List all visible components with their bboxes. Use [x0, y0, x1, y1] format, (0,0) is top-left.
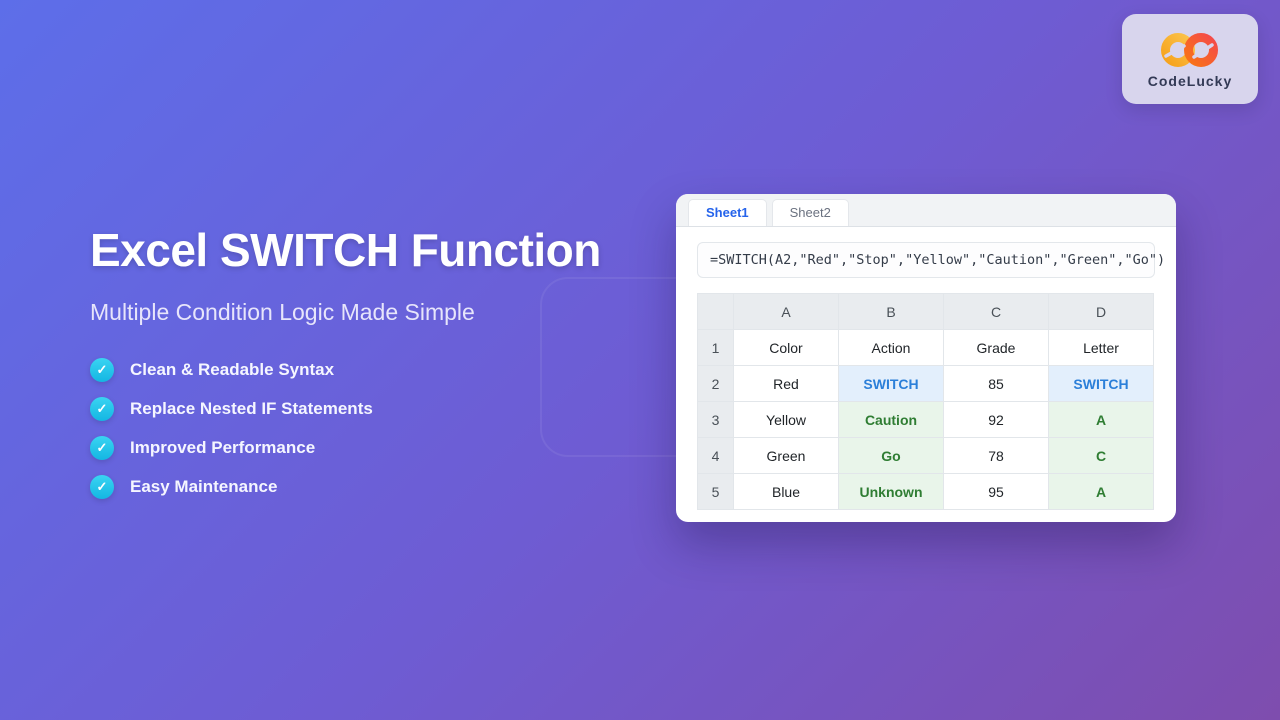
column-header[interactable]: D [1048, 293, 1154, 330]
cell[interactable]: 92 [943, 401, 1049, 438]
column-header[interactable]: C [943, 293, 1049, 330]
cell[interactable]: SWITCH [1048, 365, 1154, 402]
formula-bar-wrap: =SWITCH(A2,"Red","Stop","Yellow","Cautio… [676, 227, 1176, 291]
row-number[interactable]: 2 [697, 365, 734, 402]
feature-label: Easy Maintenance [130, 476, 278, 496]
hero-section: Excel SWITCH Function Multiple Condition… [90, 224, 650, 499]
table-row: 1 Color Action Grade Letter [697, 329, 1154, 366]
cell[interactable]: Unknown [838, 473, 944, 510]
feature-item: ✓ Clean & Readable Syntax [90, 357, 650, 382]
sheet-table-body: 1 Color Action Grade Letter 2 Red SWITCH 85 SWITC… [697, 329, 1154, 510]
check-icon: ✓ [90, 474, 114, 499]
row-number[interactable]: 5 [697, 473, 734, 510]
column-header[interactable]: B [838, 293, 944, 330]
feature-label: Replace Nested IF Statements [130, 398, 373, 418]
cell[interactable]: Green [733, 437, 839, 474]
tab-sheet2[interactable]: Sheet2 [771, 199, 849, 226]
table-row: 4 Green Go 78 C [697, 437, 1154, 474]
cell[interactable]: SWITCH [838, 365, 944, 402]
check-icon: ✓ [90, 357, 114, 382]
feature-item: ✓ Easy Maintenance [90, 474, 650, 499]
feature-list: ✓ Clean & Readable Syntax ✓ Replace Nested … [90, 357, 650, 499]
check-icon: ✓ [90, 435, 114, 460]
row-number[interactable]: 1 [697, 329, 734, 366]
tab-sheet1[interactable]: Sheet1 [688, 199, 767, 226]
check-icon: ✓ [90, 396, 114, 421]
table-row: 2 Red SWITCH 85 SWITCH [697, 365, 1154, 402]
cell[interactable]: Red [733, 365, 839, 402]
row-number[interactable]: 4 [697, 437, 734, 474]
spreadsheet-card: Sheet1 Sheet2 =SWITCH(A2,"Red","Stop","Y… [676, 194, 1176, 522]
codelucky-infinity-icon [1161, 33, 1218, 67]
table-row: 5 Blue Unknown 95 A [697, 473, 1154, 510]
cell[interactable]: 78 [943, 437, 1049, 474]
page-title: Excel SWITCH Function [90, 224, 601, 276]
column-header[interactable]: A [733, 293, 839, 330]
cell[interactable]: Color [733, 329, 839, 366]
cell[interactable]: A [1048, 401, 1154, 438]
cell[interactable]: Letter [1048, 329, 1154, 366]
formula-text: =SWITCH(A2,"Red","Stop","Yellow","Cautio… [710, 252, 1166, 268]
feature-item: ✓ Replace Nested IF Statements [90, 396, 650, 421]
feature-item: ✓ Improved Performance [90, 435, 650, 460]
feature-label: Improved Performance [130, 437, 316, 457]
formula-bar[interactable]: =SWITCH(A2,"Red","Stop","Yellow","Cautio… [697, 242, 1166, 278]
brand-name: CodeLucky [1147, 73, 1233, 89]
table-row: 3 Yellow Caution 92 A [697, 401, 1154, 438]
sheet-tab-bar: Sheet1 Sheet2 [676, 194, 1176, 227]
feature-label: Clean & Readable Syntax [130, 359, 335, 379]
cell[interactable]: 85 [943, 365, 1049, 402]
row-number[interactable]: 3 [697, 401, 734, 438]
cell[interactable]: Go [838, 437, 944, 474]
page-subtitle: Multiple Condition Logic Made Simple [90, 298, 475, 325]
cell[interactable]: A [1048, 473, 1154, 510]
cell[interactable]: Blue [733, 473, 839, 510]
cell[interactable]: Caution [838, 401, 944, 438]
cell[interactable]: Yellow [733, 401, 839, 438]
cell[interactable]: Action [838, 329, 944, 366]
cell[interactable]: C [1048, 437, 1154, 474]
cell[interactable]: 95 [943, 473, 1049, 510]
brand-badge: CodeLucky [1122, 14, 1258, 104]
corner-cell [697, 293, 734, 330]
cell[interactable]: Grade [943, 329, 1049, 366]
